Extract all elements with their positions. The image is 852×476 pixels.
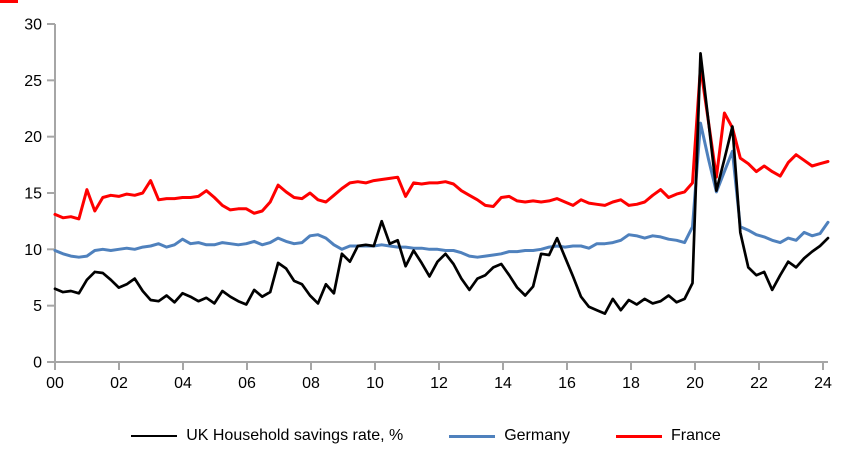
x-tick-label: 06 [238, 375, 256, 392]
x-tick-label: 12 [430, 375, 448, 392]
x-tick-label: 00 [46, 375, 64, 392]
x-tick-label: 10 [366, 375, 384, 392]
y-tick-label: 30 [24, 17, 42, 34]
top-left-red-artifact [0, 0, 18, 3]
y-tick-label: 25 [24, 73, 42, 90]
y-tick-label: 10 [24, 242, 42, 259]
x-tick-label: 16 [558, 375, 576, 392]
y-tick-label: 20 [24, 129, 42, 146]
legend-item-germany: Germany [449, 427, 570, 445]
legend-label-germany: Germany [504, 427, 570, 444]
x-tick-label: 04 [174, 375, 192, 392]
x-tick-label: 02 [110, 375, 128, 392]
legend-label-uk: UK Household savings rate, % [186, 427, 404, 444]
x-tick-label: 08 [302, 375, 320, 392]
x-tick-label: 22 [750, 375, 768, 392]
legend-item-france: France [616, 427, 721, 445]
france-line-swatch [616, 434, 662, 438]
y-tick-label: 0 [33, 355, 42, 372]
chart-legend: UK Household savings rate, % Germany Fra… [0, 427, 852, 445]
x-tick-label: 20 [686, 375, 704, 392]
y-tick-label: 15 [24, 186, 42, 203]
uk-line-swatch [131, 435, 178, 437]
series-line-germany [53, 121, 830, 259]
plot-area: 0 5 10 15 20 25 30 00 02 04 06 08 10 12 14 16 18 20 22 24 [24, 17, 832, 393]
x-tick-label: 24 [814, 375, 832, 392]
legend-label-france: France [671, 427, 721, 444]
legend-item-uk: UK Household savings rate, % [131, 427, 403, 445]
series-line-uk-household-savings-rate [53, 51, 830, 315]
x-tick-label: 14 [494, 375, 512, 392]
x-tick-label: 18 [622, 375, 640, 392]
y-tick-label: 5 [33, 298, 42, 315]
germany-line-swatch [449, 434, 496, 438]
